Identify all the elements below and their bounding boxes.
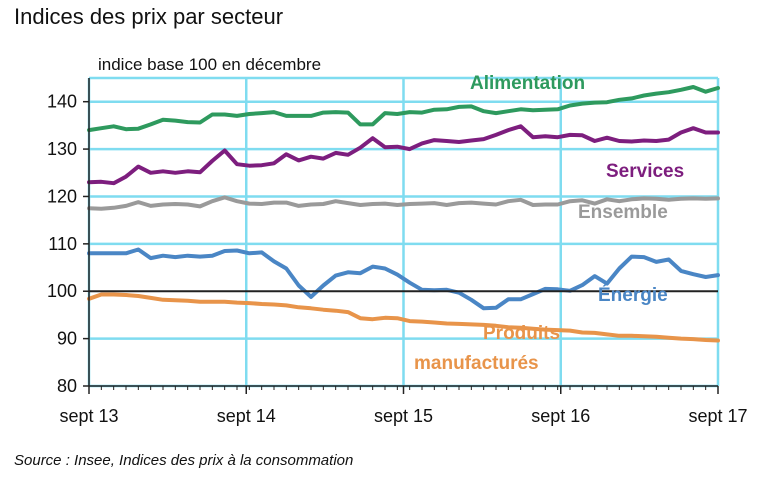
- y-tick-label: 140: [47, 92, 77, 112]
- grid-layer: [87, 76, 720, 388]
- x-tick-label: sept 17: [688, 406, 747, 426]
- series-layer: [87, 85, 720, 343]
- y-tick-label: 90: [57, 329, 77, 349]
- series-line-4: [87, 247, 720, 311]
- y-axis-label: indice base 100 en décembre: [98, 55, 321, 74]
- series-label-alimentation: Alimentation: [470, 73, 585, 94]
- y-tick-label: 80: [57, 376, 77, 396]
- series-line-2: [87, 124, 720, 186]
- series-label-manufactures-line2: manufacturés: [414, 353, 539, 374]
- series-label-services: Services: [606, 161, 684, 182]
- series-line-5: [87, 292, 720, 343]
- page-title: Indices des prix par secteur: [14, 4, 284, 29]
- x-tick-label: sept 13: [59, 406, 118, 426]
- x-tick-label: sept 15: [374, 406, 433, 426]
- x-tick-label: sept 14: [217, 406, 276, 426]
- series-line-3: [87, 195, 720, 211]
- y-tick-label: 110: [48, 234, 77, 254]
- series-label-manufactures-line1: Produits: [483, 323, 560, 344]
- y-tick-label: 100: [47, 281, 77, 301]
- axis-layer: 80 90 100 110 120 130 140 sept 13 sept 14 sept 15…: [47, 78, 748, 426]
- source-note: Source : Insee, Indices des prix à la co…: [14, 452, 354, 469]
- series-line-1: [87, 85, 720, 133]
- line-chart: 80 90 100 110 120 130 140 sept 13 sept 14 sept 15…: [47, 55, 748, 426]
- y-tick-label: 130: [47, 139, 77, 159]
- series-label-energie: Énergie: [598, 284, 668, 306]
- series-label-ensemble: Ensemble: [578, 202, 668, 223]
- y-tick-label: 120: [47, 186, 77, 206]
- x-tick-label: sept 16: [531, 406, 590, 426]
- series-label-layer: Alimentation Services Ensemble Énergie P…: [414, 73, 684, 374]
